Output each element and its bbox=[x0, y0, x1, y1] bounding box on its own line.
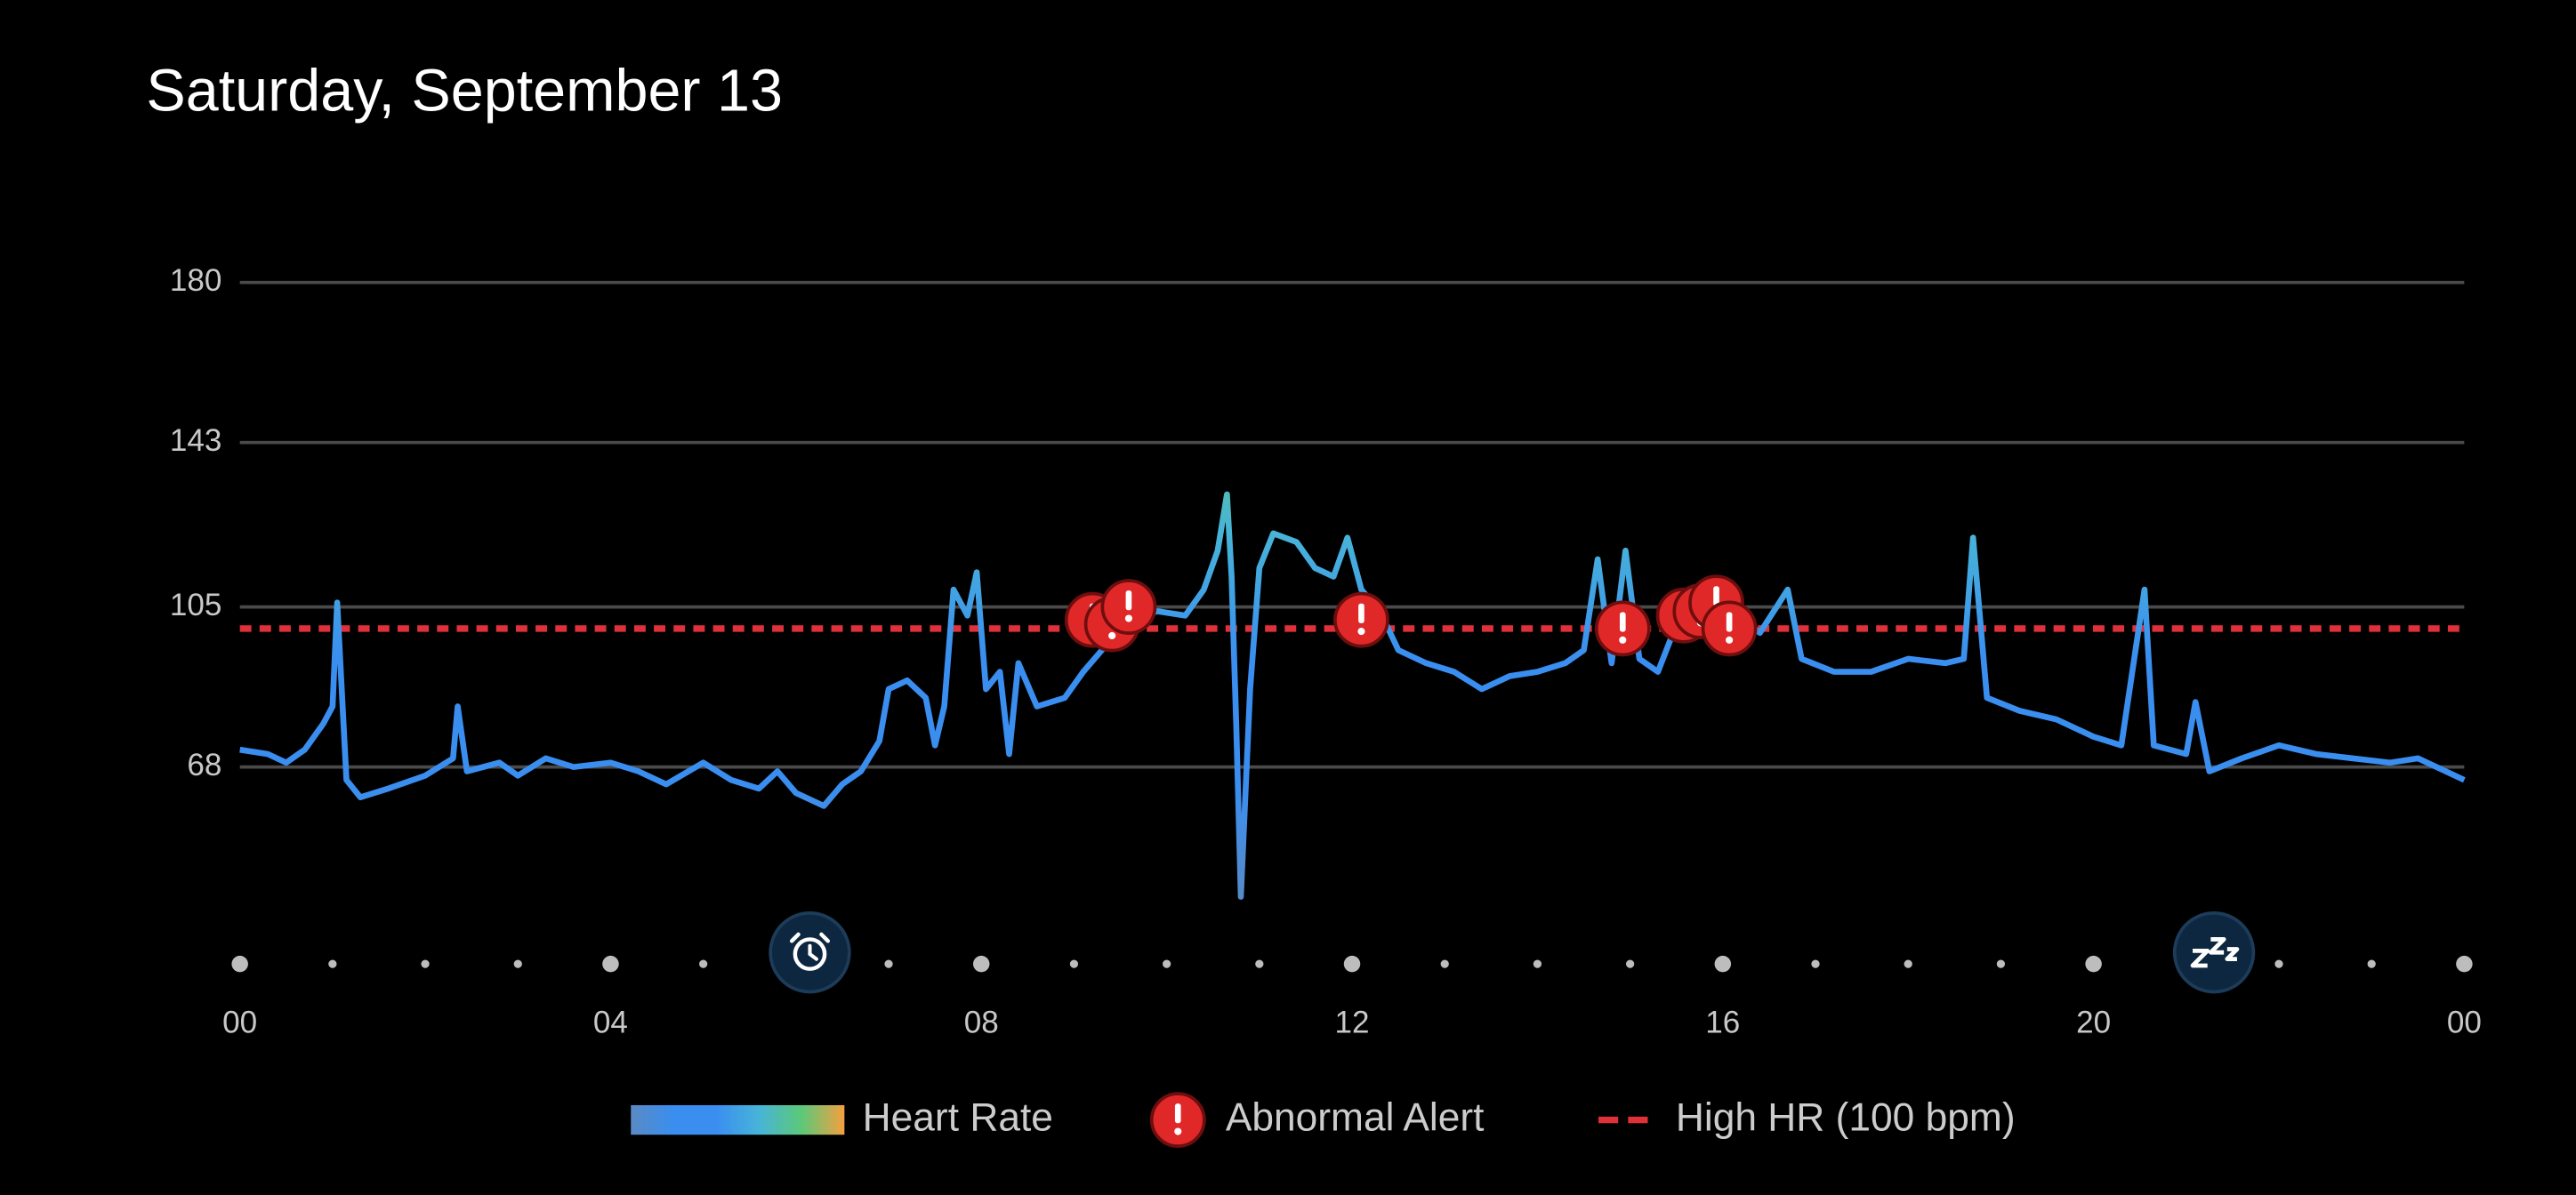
legend-label: Abnormal Alert bbox=[1226, 1095, 1485, 1139]
alert-dot bbox=[1174, 1127, 1182, 1135]
clock-hands bbox=[808, 943, 818, 961]
alert-bang bbox=[1174, 1103, 1181, 1124]
alert-marker bbox=[1701, 600, 1758, 657]
x-tick-label: 08 bbox=[964, 1006, 999, 1040]
alert-bang bbox=[1726, 612, 1733, 632]
x-tick-dot bbox=[231, 955, 248, 973]
alert-dot bbox=[1124, 614, 1132, 622]
x-tick-label: 00 bbox=[222, 1006, 257, 1040]
x-tick-dot bbox=[2085, 955, 2102, 973]
alert-marker bbox=[1100, 579, 1157, 635]
legend-label: High HR (100 bpm) bbox=[1676, 1095, 2016, 1139]
x-minor-tick bbox=[1996, 959, 2006, 968]
legend-gradient bbox=[631, 1104, 845, 1135]
x-minor-tick bbox=[2274, 959, 2283, 968]
clock-bells bbox=[789, 932, 831, 943]
x-minor-tick bbox=[1533, 959, 1542, 968]
clock-face bbox=[793, 937, 827, 971]
alert-bang bbox=[1358, 603, 1364, 623]
sleep-icon bbox=[2172, 911, 2256, 994]
alert-bang bbox=[1713, 586, 1719, 606]
alert-dot bbox=[1108, 631, 1116, 640]
heart-rate-line bbox=[239, 491, 2466, 900]
x-minor-tick bbox=[1069, 959, 1079, 968]
alert-dot bbox=[1619, 636, 1627, 644]
legend-label: Heart Rate bbox=[863, 1095, 1053, 1139]
y-tick-label: 180 bbox=[170, 263, 222, 298]
legend-alert-icon bbox=[1149, 1092, 1206, 1148]
x-minor-tick bbox=[1811, 959, 1820, 968]
alert-bang bbox=[1125, 590, 1132, 611]
x-tick-dot bbox=[2456, 955, 2473, 973]
x-minor-tick bbox=[328, 959, 337, 968]
x-minor-tick bbox=[1255, 959, 1264, 968]
x-tick-label: 12 bbox=[1335, 1006, 1370, 1040]
x-minor-tick bbox=[2367, 959, 2376, 968]
x-tick-dot bbox=[1714, 955, 1732, 973]
alert-dot bbox=[1726, 636, 1734, 644]
alert-bang bbox=[1619, 612, 1626, 632]
x-minor-tick bbox=[1440, 959, 1449, 968]
x-tick-dot bbox=[602, 955, 619, 973]
alert-dot bbox=[1357, 628, 1365, 636]
x-tick-dot bbox=[973, 955, 990, 973]
y-tick-label: 143 bbox=[170, 423, 222, 458]
x-tick-label: 00 bbox=[2447, 1006, 2482, 1040]
wake-icon bbox=[769, 911, 851, 994]
x-minor-tick bbox=[421, 959, 430, 968]
x-minor-tick bbox=[1626, 959, 1635, 968]
x-minor-tick bbox=[884, 959, 893, 968]
x-minor-tick bbox=[699, 959, 708, 968]
x-tick-label: 04 bbox=[593, 1006, 628, 1040]
y-tick-label: 68 bbox=[187, 748, 221, 782]
y-tick-label: 105 bbox=[170, 588, 222, 622]
x-tick-dot bbox=[1343, 955, 1361, 973]
x-tick-label: 16 bbox=[1705, 1006, 1740, 1040]
chart-title: Saturday, September 13 bbox=[146, 59, 783, 124]
x-minor-tick bbox=[1904, 959, 1912, 968]
alert-marker bbox=[1594, 600, 1651, 657]
x-minor-tick bbox=[513, 959, 522, 968]
alert-marker bbox=[1333, 591, 1389, 648]
x-minor-tick bbox=[1163, 959, 1171, 968]
sleep-z bbox=[2190, 937, 2240, 968]
x-tick-label: 20 bbox=[2076, 1006, 2111, 1040]
